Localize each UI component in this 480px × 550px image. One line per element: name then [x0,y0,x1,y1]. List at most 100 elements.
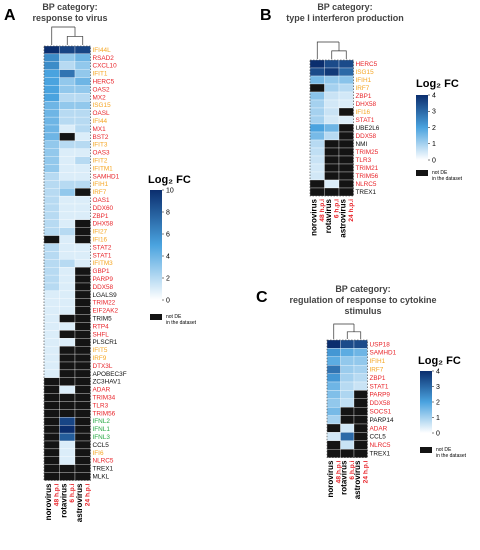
heatmap-cell [309,107,325,117]
heatmap-cell [324,171,340,181]
gene-label: IFIH1 [93,181,109,188]
heatmap-cell [74,282,91,292]
heatmap-cell [74,164,91,173]
heatmap-cell [43,369,60,378]
heatmap-cell [59,369,76,378]
gene-label: IRF7 [356,85,370,92]
timepoint-label: 24 h.p.i [84,483,91,506]
heatmap-cell [353,381,368,391]
heatmap-cell [353,390,368,399]
heatmap-cell [59,195,76,205]
sample-label: astrovirus [75,483,84,522]
panel-a-title-line-2: response to virus [32,13,107,23]
heatmap-cell [43,259,60,268]
panel-c-title-line-1: BP category: [335,284,390,294]
gene-label: TLR3 [93,402,109,409]
panel-b-legend-title: Log₂ FC [416,78,459,90]
panel-c-dendrogram [333,323,362,339]
heatmap-cell [43,346,60,355]
gene-label: HERC5 [356,61,378,68]
gene-label: TREX1 [356,189,377,196]
heatmap-cell [309,179,325,189]
heatmap-cell [59,401,76,410]
heatmap-cell [74,346,91,355]
gene-label: STAT1 [356,117,375,124]
heatmap-cell [59,251,76,260]
timepoint-label: 48 h.p.i [53,483,60,506]
legend-tick-label: 4 [436,368,440,375]
heatmap-cell [324,107,340,117]
heatmap-cell [338,83,354,93]
gene-label: PARP14 [370,417,394,424]
heatmap-cell [309,187,325,197]
heatmap-cell [338,155,354,165]
legend-tick-label: 1 [436,415,440,422]
heatmap-cell [59,109,76,118]
heatmap-cell [340,407,355,416]
legend-tick-label: 10 [166,187,174,194]
heatmap-cell [43,306,60,315]
heatmap-cell [59,472,76,481]
heatmap-cell [74,195,91,205]
heatmap-cell [43,282,60,292]
heatmap-cell [74,377,91,386]
heatmap-cell [74,456,91,465]
panel-b-heatmap [309,59,354,197]
timepoint-label: 6 h.p.i [333,199,340,218]
gene-label: MX1 [93,126,107,133]
heatmap-cell [74,267,91,276]
gene-label: ZBP1 [93,213,109,220]
sample-label: norovirus [44,483,53,520]
heatmap-cell [43,330,60,339]
gene-label: PARP9 [370,392,391,399]
gene-label: IFI16 [356,109,371,116]
heatmap-cell [43,353,60,363]
panel-a-legend-colorbar [150,190,162,300]
heatmap-cell [59,267,76,276]
gene-label: IFI44 [93,118,108,125]
heatmap-cell [74,401,91,410]
heatmap-cell [43,109,60,118]
heatmap-cell [43,219,60,228]
heatmap-cell [74,132,91,141]
heatmap-cell [74,338,91,347]
panel-c-title-line-2: regulation of response to cytokine [289,295,436,305]
heatmap-cell [59,456,76,465]
gene-label: TRIM34 [93,395,116,402]
panel-a-legend: Log₂ FC 10 8 6 4 2 0 not DE in the dataset [148,174,197,326]
gene-label: USP18 [370,341,391,348]
gene-label: TLR3 [356,157,372,164]
heatmap-cell [324,155,340,165]
heatmap-cell [59,140,76,149]
heatmap-cell [74,259,91,268]
gene-label: ZBP1 [356,93,372,100]
heatmap-cell [43,85,60,94]
panel-b-legend-note-2: in the dataset [432,176,463,182]
heatmap-cell [59,425,76,434]
gene-label: TRIM5 [93,316,113,323]
heatmap-cell [338,139,354,149]
heatmap-cell [338,67,354,77]
heatmap-cell [59,290,76,299]
heatmap-cell [340,432,355,441]
gene-label: TRIM56 [93,410,116,417]
panel-b-dendrogram [316,41,347,59]
heatmap-cell [59,69,76,78]
heatmap-cell [43,401,60,410]
gene-label: TREX1 [93,466,114,473]
gene-label: DTX3L [93,363,113,370]
gene-label: TRIM25 [356,149,379,156]
panel-a-legend-note-1: not DE [166,314,182,320]
heatmap-cell [74,448,91,457]
heatmap-cell [324,59,340,69]
panel-c-legend-note-2: in the dataset [436,453,467,459]
heatmap-cell [324,75,340,85]
heatmap-cell [324,99,340,109]
heatmap-cell [59,148,76,157]
heatmap-cell [74,409,91,418]
heatmap-cell [74,61,91,70]
heatmap-cell [338,171,354,181]
heatmap-cell [338,99,354,109]
legend-tick-label: 2 [432,125,436,132]
gene-label: STAT1 [93,252,112,259]
